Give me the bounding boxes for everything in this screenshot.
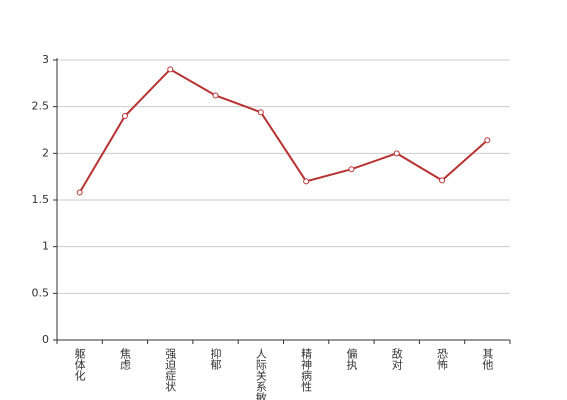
y-tick-label: 0 [42,333,49,346]
point [348,166,355,173]
x-tick-label: 强迫症状 [164,348,177,392]
point [121,113,128,119]
point [303,178,310,185]
x-tick-label: 其他 [481,348,494,370]
point [484,137,491,144]
x-tick-label: 人际关系敏感 [254,348,267,400]
y-tick-label: 0.5 [32,286,50,299]
y-tick-label: 1.5 [32,193,50,206]
point [167,66,174,73]
x-tick-label: 敌对 [390,347,403,370]
x-tick-label: 偏执 [345,347,358,371]
y-tick-label: 3 [42,53,49,66]
point [439,177,446,184]
x-tick-label: 精神病性 [300,348,313,393]
x-tick-label: 恐怖 [436,348,449,370]
point [76,189,83,196]
y-tick-label: 1 [42,240,49,253]
y-tick-label: 2 [42,146,49,159]
x-tick-label: 抑郁 [209,347,222,370]
y-tick-label: 2.5 [32,100,50,113]
point [393,150,400,157]
point [212,92,219,99]
line [78,68,489,194]
x-tick-label: 躯体化 [73,348,86,382]
x-tick-label: 焦虑 [118,348,131,370]
point [257,109,264,116]
